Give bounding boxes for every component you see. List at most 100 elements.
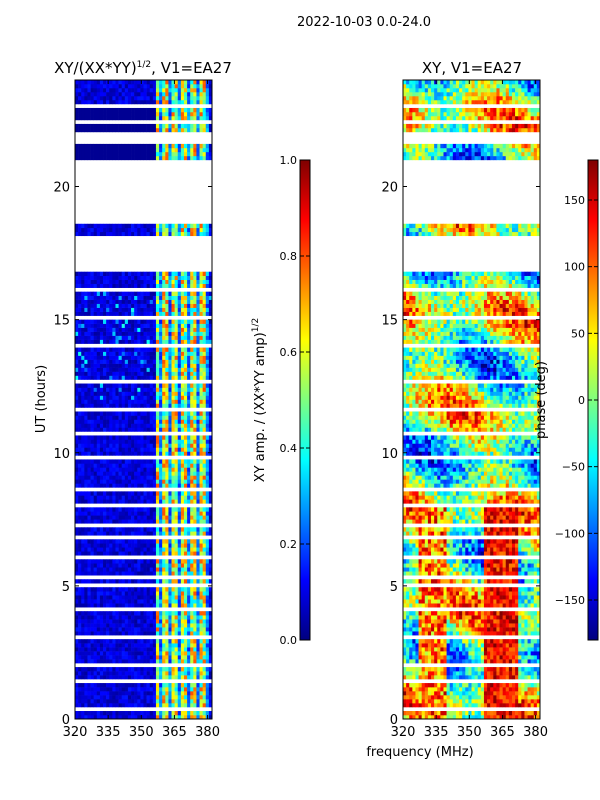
heatmap-cell	[93, 95, 98, 101]
heatmap-cell	[81, 411, 85, 416]
heatmap-cell	[121, 303, 126, 308]
heatmap-cell	[174, 531, 179, 536]
heatmap-cell	[96, 355, 101, 360]
heatmap-cell	[168, 423, 172, 428]
heatmap-cell	[96, 563, 101, 568]
heatmap-cell	[103, 571, 107, 576]
heatmap-cell	[84, 359, 88, 364]
heatmap-cell	[171, 691, 175, 696]
heatmap-cell	[168, 99, 172, 105]
heatmap-cell	[84, 87, 88, 93]
heatmap-cell	[183, 547, 188, 552]
heatmap-cell	[149, 435, 154, 440]
heatmap-cell	[109, 115, 113, 121]
heatmap-cell	[115, 715, 119, 720]
heatmap-cell	[165, 435, 169, 440]
heatmap-cell	[155, 467, 160, 472]
heatmap-cell	[109, 715, 113, 720]
heatmap-cell	[183, 551, 188, 556]
heatmap-cell	[103, 271, 107, 276]
heatmap-cell	[103, 307, 107, 312]
heatmap-cell	[152, 539, 157, 544]
heatmap-cell	[121, 611, 126, 616]
heatmap-cell	[140, 371, 144, 376]
heatmap-cell	[121, 115, 126, 121]
heatmap-cell	[121, 711, 126, 716]
heatmap-cell	[131, 271, 135, 276]
heatmap-cell	[99, 423, 104, 428]
heatmap-cell	[121, 363, 126, 368]
heatmap-cell	[115, 591, 119, 596]
heatmap-cell	[152, 391, 157, 396]
heatmap-cell	[193, 387, 197, 392]
heatmap-cell	[146, 339, 151, 344]
heatmap-cell	[81, 639, 85, 644]
heatmap-cell	[177, 91, 182, 97]
heatmap-cell	[180, 143, 185, 149]
heatmap-cell	[131, 411, 135, 416]
heatmap-cell	[187, 703, 191, 708]
heatmap-cell	[96, 155, 101, 161]
heatmap-cell	[155, 619, 160, 624]
heatmap-cell	[199, 515, 203, 520]
heatmap-cell	[106, 87, 110, 93]
heatmap-cell	[505, 715, 510, 720]
heatmap-cell	[205, 467, 210, 472]
heatmap-cell	[149, 80, 154, 85]
heatmap-cell	[202, 567, 207, 572]
heatmap-cell	[143, 531, 147, 536]
heatmap-cell	[162, 527, 166, 532]
heatmap-cell	[96, 611, 101, 616]
heatmap-cell	[103, 519, 107, 524]
heatmap-cell	[140, 351, 144, 356]
heatmap-cell	[196, 615, 200, 620]
heatmap-cell	[190, 363, 194, 368]
heatmap-cell	[99, 223, 104, 229]
heatmap-cell	[177, 711, 182, 716]
heatmap-cell	[106, 303, 110, 308]
heatmap-cell	[155, 543, 160, 548]
heatmap-cell	[90, 599, 94, 604]
heatmap-cell	[134, 703, 138, 708]
heatmap-cell	[90, 231, 94, 237]
heatmap-cell	[202, 643, 207, 648]
heatmap-cell	[174, 519, 179, 524]
heatmap-cell	[149, 515, 154, 520]
heatmap-cell	[183, 515, 188, 520]
heatmap-cell	[118, 483, 122, 488]
heatmap-cell	[103, 587, 107, 592]
heatmap-cell	[205, 491, 210, 496]
heatmap-cell	[115, 547, 119, 552]
heatmap-cell	[146, 703, 151, 708]
heatmap-cell	[137, 383, 141, 388]
heatmap-cell	[180, 311, 185, 316]
heatmap-cell	[155, 115, 160, 121]
heatmap-cell	[124, 691, 129, 696]
heatmap-cell	[165, 399, 169, 404]
heatmap-cell	[187, 147, 191, 153]
heatmap-cell	[103, 275, 107, 280]
heatmap-cell	[112, 527, 116, 532]
heatmap-cell	[106, 335, 110, 340]
heatmap-cell	[168, 463, 172, 468]
heatmap-cell	[155, 671, 160, 676]
heatmap-cell	[187, 439, 191, 444]
heatmap-cell	[174, 147, 179, 153]
heatmap-cell	[90, 507, 94, 512]
heatmap-cell	[196, 563, 200, 568]
heatmap-cell	[183, 439, 188, 444]
heatmap-cell	[78, 155, 82, 161]
heatmap-cell	[155, 491, 160, 496]
heatmap-cell	[187, 643, 191, 648]
heatmap-cell	[168, 603, 172, 608]
heatmap-cell	[205, 115, 210, 121]
heatmap-cell	[199, 683, 203, 688]
heatmap-cell	[187, 127, 191, 133]
heatmap-cell	[149, 399, 154, 404]
heatmap-cell	[190, 439, 194, 444]
heatmap-cell	[199, 403, 203, 408]
heatmap-cell	[124, 87, 129, 93]
heatmap-cell	[103, 451, 107, 456]
heatmap-cell	[93, 547, 98, 552]
heatmap-cell	[106, 391, 110, 396]
